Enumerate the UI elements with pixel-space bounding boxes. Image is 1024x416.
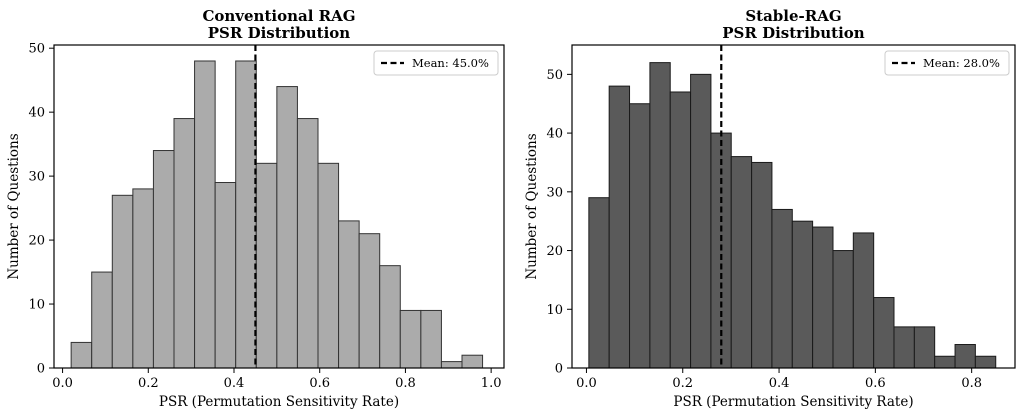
chart-title-line1: Conventional RAG: [202, 7, 355, 25]
y-tick-label: 30: [28, 170, 45, 185]
histogram-bar: [111, 194, 134, 369]
histogram-bar: [358, 233, 381, 369]
plot-frame: [571, 44, 1016, 369]
histogram-bar: [649, 62, 671, 369]
histogram-bar: [873, 297, 895, 369]
x-axis-label: PSR (Permutation Sensitivity Rate): [159, 394, 399, 410]
x-tick-label: 0.4: [769, 376, 790, 391]
y-tick-label: 0: [555, 362, 563, 377]
histogram-bar: [588, 197, 610, 369]
histogram-bar: [751, 161, 773, 369]
histogram-bar: [235, 60, 257, 369]
chart-panel-1: 0.0 0.2 0.4 0.6 0.8 1.0 0 10 20 30 40 50 Conventiona…: [6, 7, 505, 410]
histogram-bar: [893, 326, 915, 369]
histogram-bars: [588, 62, 997, 369]
histogram-bar: [791, 220, 814, 369]
histogram-bar: [194, 60, 216, 369]
legend-label: Mean: 45.0%: [412, 56, 489, 70]
legend-box: [373, 50, 499, 76]
histogram-bar: [730, 156, 753, 369]
chart-title-line1: Stable-RAG: [745, 7, 841, 25]
histogram-bar: [255, 162, 278, 369]
x-tick-label: 0.6: [865, 376, 886, 391]
histogram-bar: [420, 309, 442, 369]
histogram-bar: [152, 150, 175, 369]
x-tick-label: 0.8: [961, 376, 982, 391]
histogram-bar: [913, 326, 936, 369]
x-tick-label: 0.0: [576, 376, 597, 391]
histogram-bar: [296, 118, 319, 369]
y-tick-label: 50: [546, 68, 563, 83]
chart-title-line2: PSR Distribution: [208, 24, 351, 42]
histogram-bar: [771, 208, 793, 369]
histogram-bar: [669, 91, 692, 369]
histogram-bar: [440, 361, 463, 369]
x-tick-label: 1.0: [481, 376, 502, 391]
y-axis-label: Number of Questions: [524, 133, 540, 279]
x-tick-label: 0.2: [672, 376, 693, 391]
x-tick-label: 0.2: [138, 376, 159, 391]
y-tick-label: 10: [28, 298, 45, 313]
y-tick-label: 20: [28, 234, 45, 249]
histogram-bar: [132, 188, 154, 369]
histogram-bar: [608, 85, 631, 369]
histogram-bar: [852, 232, 875, 369]
x-tick-label: 0.6: [309, 376, 330, 391]
x-axis-label: PSR (Permutation Sensitivity Rate): [673, 394, 913, 410]
histogram-bar: [317, 162, 340, 369]
legend: Mean: 45.0%: [373, 50, 499, 76]
y-tick-label: 10: [546, 303, 563, 318]
histogram-bar: [690, 73, 712, 369]
x-tick-label: 0.4: [224, 376, 245, 391]
histogram-bar: [974, 355, 997, 369]
legend-box: [884, 50, 1010, 76]
x-tick-label: 0.0: [52, 376, 73, 391]
histogram-bar: [934, 355, 956, 369]
y-tick-label: 40: [28, 106, 45, 121]
x-tick-label: 0.8: [395, 376, 416, 391]
histogram-bar: [91, 271, 113, 369]
histogram-bar: [812, 226, 834, 369]
legend-label: Mean: 28.0%: [923, 56, 1000, 70]
histogram-bars: [70, 60, 484, 369]
histogram-bar: [399, 309, 422, 369]
histogram-bar: [629, 103, 651, 369]
y-tick-label: 0: [37, 362, 45, 377]
histogram-bar: [173, 118, 196, 369]
y-tick-label: 20: [546, 244, 563, 259]
histogram-bar: [832, 250, 854, 369]
histogram-bar: [214, 182, 237, 369]
chart-title-line2: PSR Distribution: [722, 24, 865, 42]
histogram-bar: [276, 86, 298, 369]
legend: Mean: 28.0%: [884, 50, 1010, 76]
histogram-bar: [338, 220, 360, 369]
histogram-bar: [461, 354, 484, 369]
y-tick-label: 30: [546, 185, 563, 200]
y-axis-label: Number of Questions: [6, 133, 22, 279]
chart-panel-2: 0.0 0.2 0.4 0.6 0.801020304050Stable-RAGPSR …: [524, 7, 1016, 410]
y-tick-label: 40: [546, 127, 563, 142]
histogram-bar: [379, 265, 401, 369]
histogram-bar: [954, 344, 976, 369]
plot-frame: [53, 44, 505, 369]
y-tick-label: 50: [28, 42, 45, 57]
histogram-bar: [70, 341, 93, 369]
